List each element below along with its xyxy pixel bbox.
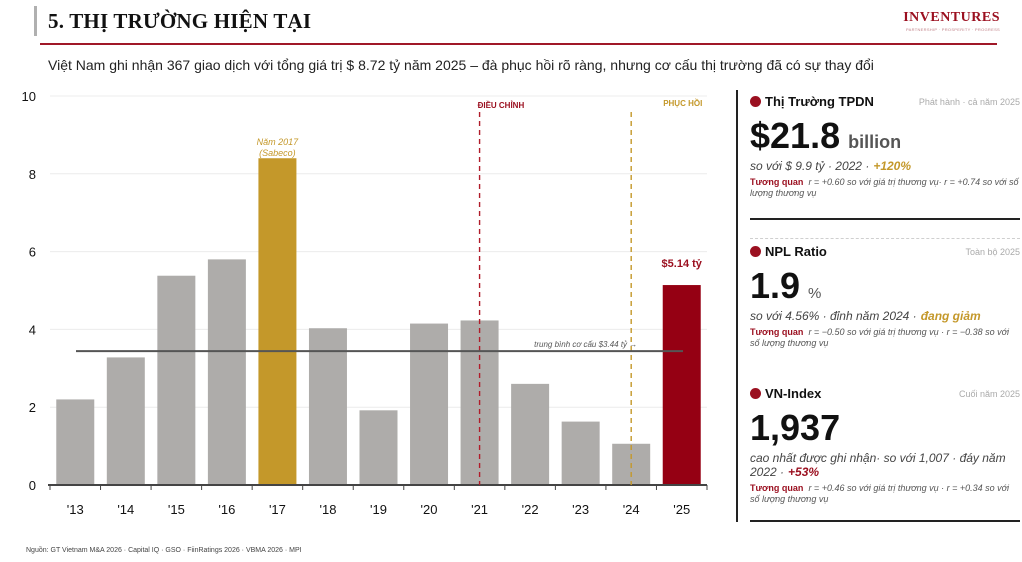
average-label: trung bình cơ cấu $3.44 tỷ →: [534, 340, 637, 349]
logo-text: INVENTURES: [903, 10, 1000, 25]
kpi-name: NPL Ratio: [765, 244, 827, 259]
page-subtitle: Việt Nam ghi nhận 367 giao dịch với tổng…: [48, 57, 874, 73]
kpi-value: 1.9: [750, 265, 801, 306]
bar-2014: [106, 357, 145, 485]
x-tick-label: '23: [572, 502, 589, 517]
header-rule: [40, 43, 997, 45]
bullet-dot-icon: [750, 388, 761, 399]
sidebar-divider: [736, 90, 738, 522]
kpi-meta: Toàn bộ 2025: [965, 246, 1020, 257]
kpi-name: VN-Index: [765, 386, 822, 401]
y-tick-label: 2: [29, 400, 36, 415]
kpi-unit: %: [808, 285, 822, 302]
bar-2025: [662, 285, 701, 485]
y-tick-label: 6: [29, 245, 36, 260]
source-footnote: Nguồn: GT Vietnam M&A 2026 · Capital IQ …: [26, 547, 302, 554]
bar-2013: [56, 399, 95, 485]
peak-sublabel: (Sabeco): [259, 148, 296, 158]
bar-2016: [207, 259, 246, 485]
peak-label: Năm 2017: [257, 137, 300, 147]
panel-separator: [750, 520, 1020, 522]
kpi-change: +53%: [788, 465, 820, 479]
x-tick-label: '21: [471, 502, 488, 517]
y-tick-label: 4: [29, 322, 36, 337]
correction-label: ĐIỀU CHỈNH: [478, 100, 525, 110]
corr-text: r = +0.60 so với giá trị thương vụ· r = …: [750, 177, 1019, 198]
corr-label: Tương quan: [750, 177, 804, 187]
kpi-compare: so với 4.56% · đỉnh năm 2024 ·: [750, 309, 917, 323]
x-tick-label: '17: [269, 502, 286, 517]
kpi-panel-npl: NPL Ratio Toàn bộ 2025 1.9% so với 4.56%…: [750, 244, 1020, 349]
bar-2018: [308, 328, 347, 485]
corr-text: r = +0.46 so với giá trị thương vụ · r =…: [750, 483, 1010, 504]
panel-separator: [750, 218, 1020, 220]
x-tick-label: '16: [218, 502, 235, 517]
x-tick-label: '20: [421, 502, 438, 517]
corr-label: Tương quan: [750, 327, 804, 337]
x-tick-label: '15: [168, 502, 185, 517]
y-tick-label: 0: [29, 478, 36, 493]
deal-value-chart: 0 2 4 6 8 10 '13 '14 '15 '16 '17 '18 '19 '20 '21 '22 '23…: [22, 89, 708, 517]
y-tick-label: 10: [22, 89, 36, 104]
kpi-meta: Cuối năm 2025: [958, 388, 1020, 399]
title-accent-bar: [34, 6, 37, 36]
x-tick-label: '13: [67, 502, 84, 517]
kpi-unit: billion: [848, 132, 902, 152]
bar-2022: [511, 383, 550, 485]
kpi-change: +120%: [873, 159, 912, 173]
x-tick-label: '24: [623, 502, 640, 517]
bar-2019: [359, 410, 398, 485]
kpi-name: Thị Trường TPDN: [765, 94, 874, 109]
bar-2017: [258, 158, 297, 486]
bar-2020: [410, 323, 449, 485]
kpi-change: đang giảm: [920, 309, 981, 323]
bullet-dot-icon: [750, 246, 761, 257]
kpi-panel-vnindex: VN-Index Cuối năm 2025 1,937 cao nhất đư…: [750, 386, 1020, 505]
x-tick-label: '22: [522, 502, 539, 517]
x-tick-label: '18: [319, 502, 336, 517]
kpi-sidebar: Thị Trường TPDN Phát hành · cả năm 2025 …: [738, 90, 1020, 522]
kpi-compare: cao nhất được ghi nhận· so với 1,007 · đ…: [750, 451, 1006, 479]
x-tick-label: '25: [673, 502, 690, 517]
logo-tagline: PARTNERSHIP · PROSPERITY · PROGRESS: [906, 27, 1000, 32]
kpi-compare: so với $ 9.9 tỷ · 2022 ·: [750, 159, 870, 173]
x-tick-label: '19: [370, 502, 387, 517]
bar-2015: [157, 275, 196, 485]
kpi-value: 1,937: [750, 407, 841, 448]
panel-separator-dashed: [750, 238, 1020, 239]
x-tick-label: '14: [117, 502, 134, 517]
kpi-meta: Phát hành · cả năm 2025: [918, 96, 1020, 107]
brand-logo: INVENTURES PARTNERSHIP · PROSPERITY · PR…: [903, 10, 1000, 32]
recovery-label: PHỤC HỒI: [663, 98, 702, 108]
corr-text: r = −0.50 so với giá trị thương vụ · r =…: [750, 327, 1010, 348]
kpi-value: $21.8: [750, 115, 841, 156]
page-title: 5. THỊ TRƯỜNG HIỆN TẠI: [48, 9, 312, 33]
corr-label: Tương quan: [750, 483, 804, 493]
bullet-dot-icon: [750, 96, 761, 107]
bar-2023: [561, 421, 600, 485]
last-value-label: $5.14 tỷ: [662, 258, 703, 270]
y-tick-label: 8: [29, 167, 36, 182]
kpi-panel-bond-market: Thị Trường TPDN Phát hành · cả năm 2025 …: [750, 94, 1020, 199]
